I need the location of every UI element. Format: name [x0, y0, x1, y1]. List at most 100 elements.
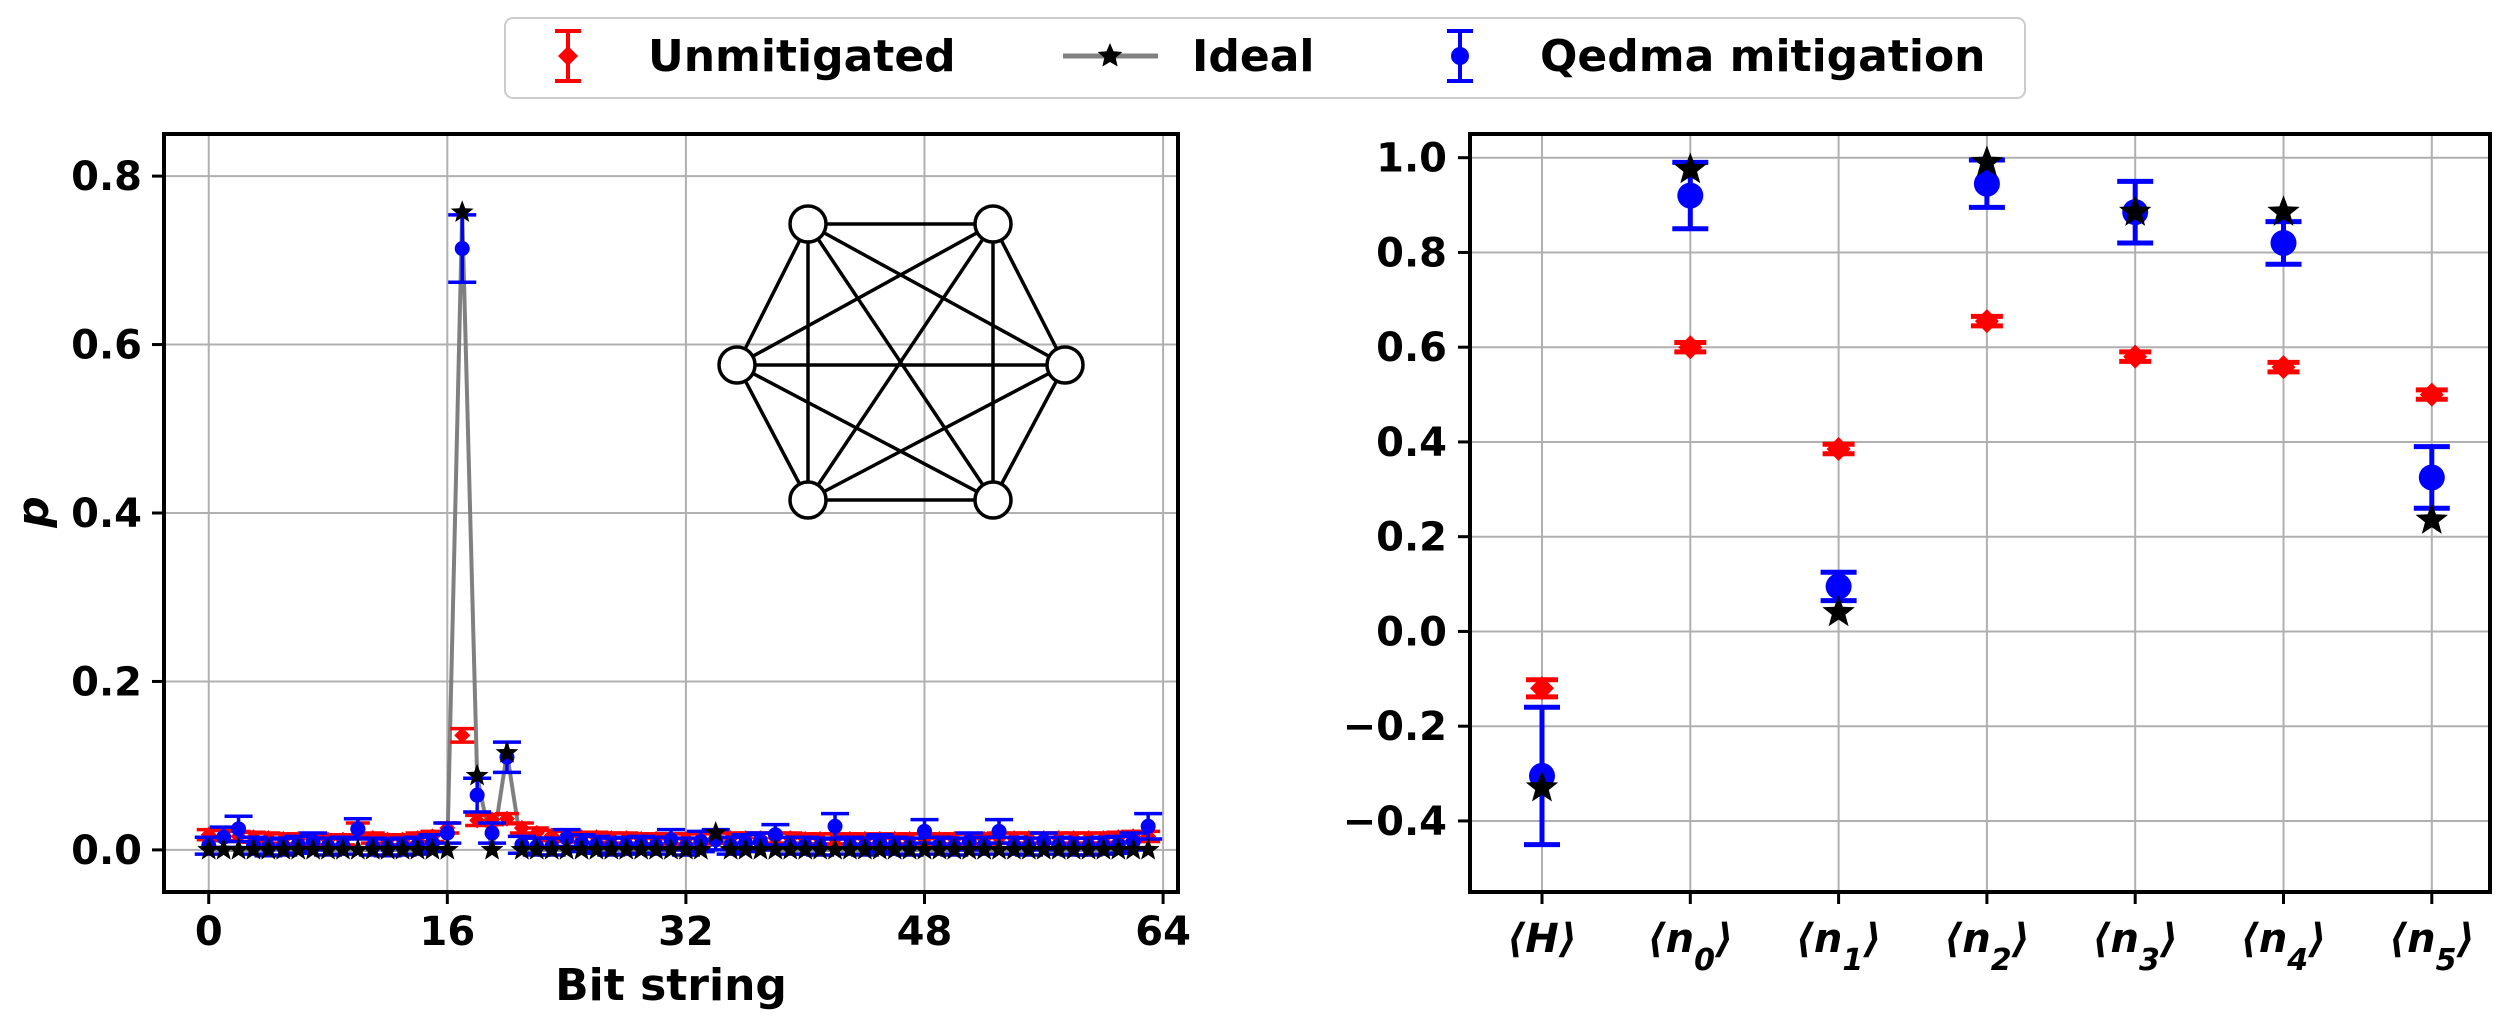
ideal-point	[555, 837, 578, 860]
unmitigated-point	[1826, 437, 1851, 462]
ideal-point	[898, 837, 921, 860]
ideal-point	[778, 837, 802, 860]
right-panel: ⟨H⟩ ⟨n0⟩ ⟨n1⟩ ⟨n2⟩ ⟨n3⟩ ⟨n4⟩ ⟨n5⟩ 1.0 0.8 0.6 0.4 0…	[1343, 132, 2492, 978]
right-ticks: ⟨H⟩ ⟨n0⟩ ⟨n1⟩ ⟨n2⟩ ⟨n3⟩ ⟨n4⟩ ⟨n5⟩ 1.0 0.8 0.6 0.4 0…	[1343, 136, 2475, 978]
legend-entry-qedma-mitigation: Qedma mitigation	[1447, 29, 1986, 83]
ideal-point	[465, 763, 489, 786]
unmitigated-point	[454, 727, 471, 744]
ideal-point	[346, 837, 370, 860]
x-tick-label: ⟨n5⟩	[2389, 916, 2475, 978]
ideal-point	[614, 837, 638, 860]
mitigated-point	[827, 818, 843, 834]
ideal-point	[376, 837, 400, 860]
y-tick-label: −0.2	[1343, 704, 1447, 750]
x-tick-label: ⟨n3⟩	[2092, 916, 2178, 978]
graph-node	[1045, 345, 1085, 385]
ideal-point	[674, 837, 698, 860]
mitigated-point	[2418, 464, 2445, 491]
ideal-point	[749, 837, 772, 860]
ideal-point	[421, 837, 444, 860]
y-tick-label: 0.2	[1376, 515, 1447, 561]
mitigated-point	[2270, 229, 2297, 256]
ideal-point	[480, 837, 504, 860]
graph-node	[717, 345, 757, 385]
unmitigated-point	[2271, 355, 2296, 380]
legend-label-ideal: Ideal	[1192, 31, 1314, 82]
ideal-point	[793, 837, 817, 860]
x-tick-label: 0	[195, 909, 223, 955]
ideal-point	[1002, 837, 1026, 860]
mitigated-point	[454, 241, 470, 257]
ideal-point	[450, 200, 474, 222]
unmitigated-point	[2419, 382, 2444, 407]
ideal-point	[1032, 837, 1056, 860]
ideal-point	[301, 837, 325, 860]
y-tick-label: 0.6	[1376, 325, 1447, 371]
ideal-point	[764, 837, 787, 860]
graph-node	[973, 480, 1013, 520]
ideal-point	[1106, 837, 1130, 860]
graph-node	[788, 204, 828, 244]
ideal-point	[942, 837, 966, 860]
mitigated-point	[1973, 170, 2000, 197]
ideal-point	[1822, 595, 1855, 627]
x-tick-label: 32	[658, 909, 714, 955]
y-tick-label: −0.4	[1343, 799, 1447, 845]
right-axes-frame	[1468, 132, 2492, 894]
ideal-point	[227, 837, 250, 860]
ideal-point	[242, 837, 265, 860]
ideal-line	[208, 212, 1149, 852]
graph-node	[973, 204, 1013, 244]
ideal-point	[495, 741, 519, 763]
star-marker-icon	[1097, 43, 1123, 67]
ideal-point	[928, 837, 951, 860]
ideal-point	[2267, 195, 2300, 226]
legend-frame	[504, 17, 2026, 99]
ideal-point	[510, 837, 534, 860]
ideal-point	[540, 837, 564, 860]
y-tick-label: 0.4	[71, 491, 142, 537]
mitigated-point	[350, 821, 366, 837]
ideal-point	[808, 837, 832, 860]
ideal-point	[1674, 152, 1707, 184]
ideal-point	[271, 837, 295, 860]
x-tick-label: ⟨n2⟩	[1944, 916, 2030, 978]
graph-node	[788, 480, 828, 520]
ideal-point	[585, 837, 608, 860]
ideal-point	[1077, 837, 1100, 860]
y-tick-label: 0.2	[71, 659, 142, 705]
circle-marker-icon	[1451, 47, 1469, 65]
right-grid	[1470, 134, 2490, 892]
left-panel: 0 16 32 48 64 0.0 0.2 0.4 0.6 0.8 Bit string p	[8, 132, 1191, 1011]
x-tick-label: ⟨n1⟩	[1796, 916, 1882, 978]
mitigated-point	[1825, 573, 1852, 600]
ideal-point	[1136, 837, 1160, 860]
legend-label-unmitigated: Unmitigated	[648, 31, 956, 82]
y-tick-label: 0.6	[71, 323, 142, 369]
ideal-point	[704, 821, 728, 843]
ideal-point	[361, 837, 385, 860]
ideal-point	[913, 837, 936, 860]
x-tick-label: ⟨n4⟩	[2241, 916, 2327, 978]
ideal-point	[883, 837, 907, 860]
ideal-point	[972, 837, 996, 860]
legend-entry-unmitigated: Unmitigated	[555, 29, 956, 83]
y-tick-label: 1.0	[1376, 136, 1447, 182]
ideal-point	[197, 837, 221, 860]
ideal-point	[391, 837, 414, 860]
ideal-point	[868, 837, 892, 860]
ideal-point	[644, 837, 668, 860]
y-tick-label: 0.8	[1376, 230, 1447, 276]
ideal-point	[406, 837, 429, 860]
ideal-point	[689, 837, 713, 860]
ideal-point	[525, 837, 549, 860]
mitigated-point	[439, 825, 455, 841]
x-tick-label: ⟨H⟩	[1507, 916, 1577, 962]
left-ideal-markers	[197, 200, 1160, 860]
ideal-point	[823, 837, 847, 860]
y-tick-label: 0.8	[71, 154, 142, 200]
ideal-point	[734, 837, 757, 860]
ideal-point	[719, 837, 743, 860]
x-tick-label: 64	[1135, 909, 1191, 955]
ideal-point	[1970, 145, 2004, 177]
